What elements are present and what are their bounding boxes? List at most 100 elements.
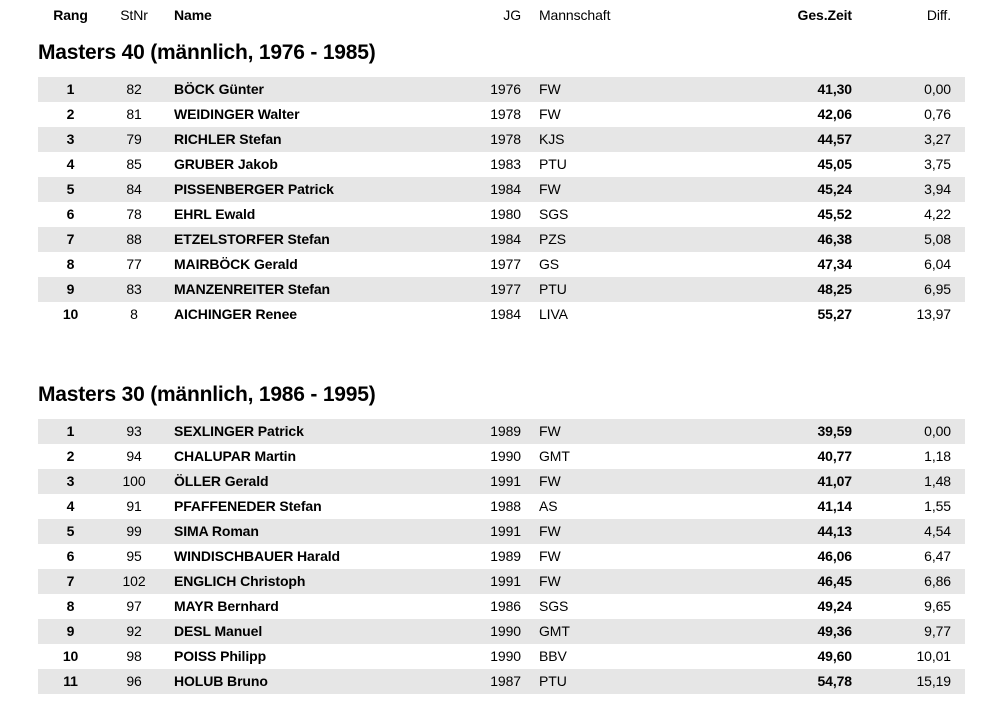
table-row: 6 95 WINDISCHBAUER Harald 1989 FW 46,06 6,47 [38,544,965,569]
cell-name: MAYR Bernhard [174,598,279,614]
cell-stnr: 102 [122,573,146,589]
cell-rang: 11 [63,673,78,689]
cell-diff: 6,04 [924,256,951,272]
cell-jg: 1990 [490,448,521,464]
cell-rang: 1 [66,81,75,97]
column-header-rang: Rang [53,7,88,23]
cell-mannschaft: FW [539,473,561,489]
table-row: 1 93 SEXLINGER Patrick 1989 FW 39,59 0,00 [38,419,965,444]
table-row: 2 94 CHALUPAR Martin 1990 GMT 40,77 1,18 [38,444,965,469]
table-row: 9 83 MANZENREITER Stefan 1977 PTU 48,25 6,95 [38,277,965,302]
cell-rang: 4 [66,498,75,514]
cell-jg: 1990 [490,648,521,664]
cell-stnr: 77 [126,256,142,272]
table-row: 10 98 POISS Philipp 1990 BBV 49,60 10,01 [38,644,965,669]
cell-diff: 3,94 [924,181,951,197]
cell-rang: 4 [66,156,75,172]
cell-rang: 9 [66,281,75,297]
cell-stnr: 95 [126,548,142,564]
cell-mannschaft: GS [539,256,560,272]
column-header-name: Name [174,7,212,23]
cell-rang: 10 [62,648,79,664]
section-title: Masters 30 (männlich, 1986 - 1995) [38,383,376,406]
cell-name: SIMA Roman [174,523,259,539]
cell-stnr: 96 [126,673,142,689]
cell-ges_zeit: 45,24 [817,181,852,197]
cell-diff: 13,97 [916,306,951,322]
cell-jg: 1989 [490,548,521,564]
table-row: 7 88 ETZELSTORFER Stefan 1984 PZS 46,38 5,08 [38,227,965,252]
cell-rang: 3 [66,131,75,147]
cell-diff: 3,75 [924,156,951,172]
cell-ges_zeit: 41,07 [817,473,852,489]
cell-ges_zeit: 48,25 [817,281,852,297]
cell-ges_zeit: 49,24 [817,598,852,614]
cell-ges_zeit: 41,14 [817,498,852,514]
cell-jg: 1984 [490,306,521,322]
cell-stnr: 88 [126,231,142,247]
cell-jg: 1984 [490,231,521,247]
cell-stnr: 83 [126,281,142,297]
cell-rang: 3 [66,473,75,489]
cell-mannschaft: FW [539,573,561,589]
results-sections: Masters 40 (männlich, 1976 - 1985) 1 82 BÖC… [38,40,965,694]
cell-name: GRUBER Jakob [174,156,278,172]
cell-stnr: 85 [126,156,142,172]
table-row: 5 84 PISSENBERGER Patrick 1984 FW 45,24 3,94 [38,177,965,202]
cell-diff: 4,22 [924,206,951,222]
cell-diff: 6,86 [924,573,951,589]
cell-diff: 6,95 [924,281,951,297]
cell-diff: 4,54 [924,523,951,539]
cell-jg: 1991 [490,473,521,489]
column-header-mannschaft: Mannschaft [539,7,611,23]
cell-jg: 1977 [490,256,521,272]
cell-jg: 1984 [490,181,521,197]
cell-ges_zeit: 40,77 [817,448,852,464]
cell-name: MAIRBÖCK Gerald [174,256,298,272]
cell-ges_zeit: 44,57 [817,131,852,147]
cell-mannschaft: KJS [539,131,565,147]
cell-name: HOLUB Bruno [174,673,268,689]
cell-mannschaft: FW [539,106,561,122]
cell-stnr: 78 [126,206,142,222]
section-title: Masters 40 (männlich, 1976 - 1985) [38,41,376,64]
cell-mannschaft: AS [539,498,558,514]
cell-ges_zeit: 47,34 [817,256,852,272]
cell-ges_zeit: 41,30 [817,81,852,97]
cell-rang: 7 [66,573,75,589]
cell-ges_zeit: 39,59 [817,423,852,439]
cell-stnr: 99 [126,523,142,539]
cell-ges_zeit: 46,38 [817,231,852,247]
cell-name: WEIDINGER Walter [174,106,300,122]
cell-diff: 1,55 [924,498,951,514]
cell-name: PISSENBERGER Patrick [174,181,334,197]
cell-jg: 1978 [490,131,521,147]
cell-rang: 2 [66,106,75,122]
cell-jg: 1983 [490,156,521,172]
cell-mannschaft: BBV [539,648,567,664]
cell-mannschaft: FW [539,523,561,539]
cell-stnr: 98 [126,648,142,664]
cell-rang: 6 [66,206,75,222]
cell-ges_zeit: 49,36 [817,623,852,639]
cell-diff: 0,00 [924,423,951,439]
table-row: 8 77 MAIRBÖCK Gerald 1977 GS 47,34 6,04 [38,252,965,277]
cell-stnr: 94 [126,448,142,464]
results-table: 1 93 SEXLINGER Patrick 1989 FW 39,59 0,00 2 94 CH… [38,419,965,694]
cell-jg: 1977 [490,281,521,297]
cell-jg: 1976 [490,81,521,97]
cell-stnr: 84 [126,181,142,197]
cell-jg: 1991 [490,573,521,589]
cell-mannschaft: PTU [539,156,567,172]
cell-ges_zeit: 54,78 [817,673,852,689]
cell-jg: 1987 [490,673,521,689]
cell-stnr: 92 [126,623,142,639]
cell-mannschaft: SGS [539,598,569,614]
cell-jg: 1988 [490,498,521,514]
cell-diff: 3,27 [924,131,951,147]
cell-rang: 2 [66,448,75,464]
cell-name: ETZELSTORFER Stefan [174,231,330,247]
cell-jg: 1990 [490,623,521,639]
cell-name: CHALUPAR Martin [174,448,296,464]
column-header-row: Rang StNr Name JG Mannschaft Ges.Zeit Diff. [38,3,965,28]
